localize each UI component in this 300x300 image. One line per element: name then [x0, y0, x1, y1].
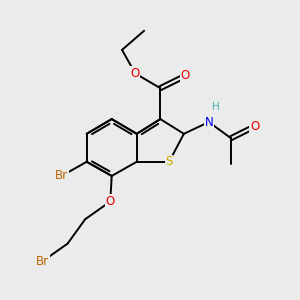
Text: O: O	[131, 67, 140, 80]
Text: O: O	[106, 195, 115, 208]
Text: Br: Br	[55, 169, 68, 182]
Text: O: O	[250, 120, 259, 133]
Text: O: O	[181, 69, 190, 82]
Text: H: H	[212, 102, 220, 112]
Text: N: N	[205, 116, 213, 128]
Text: S: S	[166, 155, 173, 168]
Text: Br: Br	[36, 255, 49, 268]
